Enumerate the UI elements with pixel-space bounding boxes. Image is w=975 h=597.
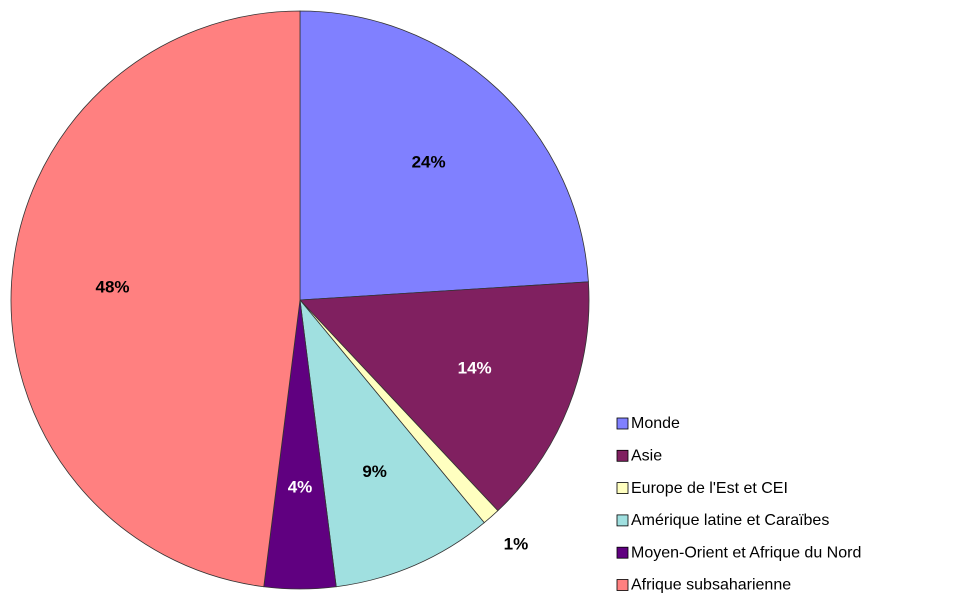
legend-label: Amérique latine et Caraïbes [631,512,829,529]
legend-swatch [616,514,629,527]
data-label: 48% [96,278,130,297]
legend-label: Afrique subsaharienne [631,577,791,594]
legend-swatch [616,417,629,430]
data-label: 9% [362,462,387,481]
legend-swatch [616,579,629,591]
pie-slice [299,298,485,588]
data-label: 1% [504,534,529,553]
legend-swatch [616,449,629,462]
data-label: 14% [458,359,492,378]
legend-swatch [616,482,629,495]
data-label: 4% [288,477,313,496]
pie-slice [299,10,589,301]
legend-label: Europe de l'Est et CEI [631,480,788,497]
pie-slice [299,281,590,512]
legend-label: Asie [631,448,662,465]
data-label: 24% [412,153,446,172]
pie-slice [10,10,301,588]
legend-label: Monde [631,415,680,432]
legend-swatch [616,546,629,559]
legend-label: Moyen-Orient et Afrique du Nord [631,544,861,561]
